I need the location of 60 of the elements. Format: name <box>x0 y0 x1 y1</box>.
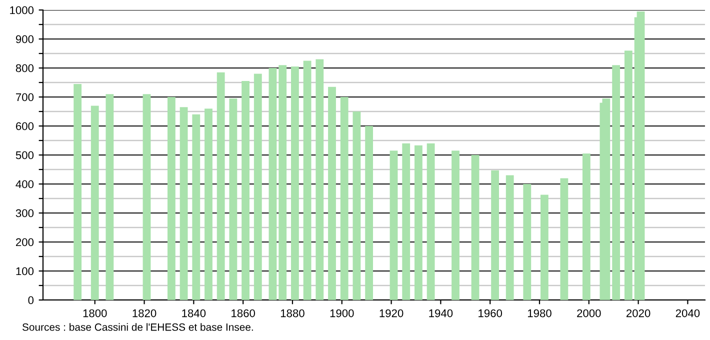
bar <box>624 50 632 300</box>
x-tick-label: 1980 <box>528 309 552 318</box>
bar <box>560 178 568 300</box>
bar <box>402 143 410 300</box>
x-tick-label: 1800 <box>83 309 107 318</box>
bar <box>540 194 548 300</box>
bar <box>506 175 514 300</box>
y-tick-label: 0 <box>28 296 34 304</box>
bar <box>303 60 312 300</box>
y-tick-label: 400 <box>16 180 34 188</box>
bar <box>180 107 188 300</box>
bar <box>204 108 212 300</box>
x-tick-label: 1880 <box>280 309 304 318</box>
bar <box>491 170 499 300</box>
y-tick-label: 800 <box>16 64 34 72</box>
bar <box>254 74 262 300</box>
bar <box>471 155 480 300</box>
bar <box>340 97 348 300</box>
x-tick-label: 1940 <box>429 309 453 318</box>
bar <box>142 94 151 300</box>
bar <box>426 143 435 300</box>
bar <box>328 86 336 300</box>
x-tick-label: 1920 <box>380 309 404 318</box>
y-tick-label: 500 <box>16 151 34 160</box>
bar <box>365 126 374 300</box>
bar <box>316 59 324 300</box>
bar <box>352 112 361 300</box>
bar <box>242 81 250 300</box>
x-tick-label: 1820 <box>132 309 156 318</box>
y-tick-label: 700 <box>16 93 34 102</box>
x-tick-label: 2000 <box>577 309 601 318</box>
x-tick-label: 1960 <box>478 309 502 318</box>
bar <box>291 66 299 300</box>
y-tick-label: 100 <box>16 267 34 276</box>
bar <box>523 184 532 300</box>
x-tick-label: 1900 <box>330 309 354 318</box>
y-tick-label: 600 <box>16 122 34 130</box>
bar <box>74 84 82 300</box>
bar <box>612 65 620 300</box>
bar <box>216 72 225 300</box>
bar <box>90 106 99 300</box>
y-tick-label: 300 <box>16 209 34 218</box>
bar <box>582 154 590 300</box>
x-tick-label: 1860 <box>232 309 256 318</box>
x-tick-label: 2040 <box>676 309 700 318</box>
x-tick-label: 2020 <box>626 309 650 318</box>
bar <box>414 145 422 300</box>
bar <box>106 94 114 300</box>
bar <box>192 114 200 300</box>
y-tick-label: 200 <box>16 238 34 246</box>
x-tick-label: 1840 <box>182 309 206 318</box>
bar <box>167 97 176 300</box>
bar <box>278 65 287 300</box>
source-note: Sources : base Cassini de l'EHESS et base Insee. <box>22 323 253 331</box>
y-tick-label: 900 <box>16 35 34 44</box>
bar <box>268 68 277 300</box>
bar <box>452 150 460 300</box>
bar <box>229 98 238 300</box>
bar <box>390 150 398 300</box>
y-tick-label: 1000 <box>10 6 34 14</box>
